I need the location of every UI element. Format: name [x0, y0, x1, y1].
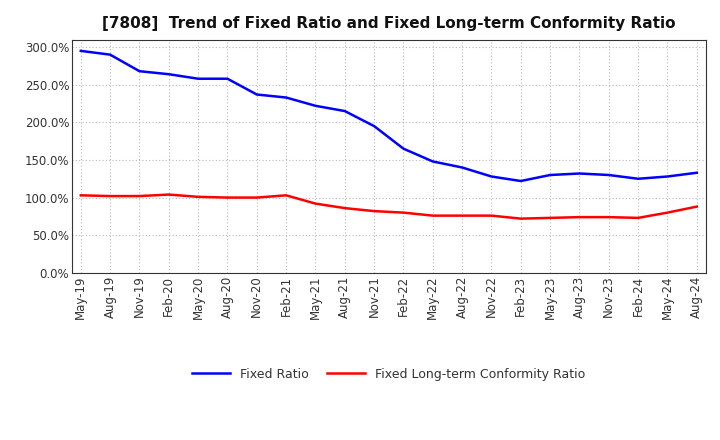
Fixed Long-term Conformity Ratio	[399, 210, 408, 215]
Fixed Long-term Conformity Ratio	[605, 214, 613, 220]
Fixed Ratio	[370, 124, 379, 129]
Fixed Ratio	[605, 172, 613, 178]
Fixed Ratio	[76, 48, 85, 54]
Fixed Long-term Conformity Ratio	[693, 204, 701, 209]
Fixed Long-term Conformity Ratio	[223, 195, 232, 200]
Fixed Ratio	[458, 165, 467, 170]
Title: [7808]  Trend of Fixed Ratio and Fixed Long-term Conformity Ratio: [7808] Trend of Fixed Ratio and Fixed Lo…	[102, 16, 675, 32]
Fixed Long-term Conformity Ratio	[370, 209, 379, 214]
Fixed Ratio	[546, 172, 554, 178]
Line: Fixed Long-term Conformity Ratio: Fixed Long-term Conformity Ratio	[81, 194, 697, 219]
Fixed Ratio	[693, 170, 701, 176]
Fixed Ratio	[663, 174, 672, 179]
Line: Fixed Ratio: Fixed Ratio	[81, 51, 697, 181]
Fixed Long-term Conformity Ratio	[458, 213, 467, 218]
Fixed Long-term Conformity Ratio	[516, 216, 525, 221]
Fixed Ratio	[194, 76, 202, 81]
Fixed Long-term Conformity Ratio	[634, 215, 642, 220]
Fixed Ratio	[282, 95, 290, 100]
Fixed Long-term Conformity Ratio	[135, 194, 144, 199]
Fixed Long-term Conformity Ratio	[106, 194, 114, 199]
Fixed Long-term Conformity Ratio	[663, 210, 672, 215]
Legend: Fixed Ratio, Fixed Long-term Conformity Ratio: Fixed Ratio, Fixed Long-term Conformity …	[192, 368, 585, 381]
Fixed Ratio	[634, 176, 642, 181]
Fixed Long-term Conformity Ratio	[164, 192, 173, 197]
Fixed Ratio	[311, 103, 320, 108]
Fixed Ratio	[399, 146, 408, 151]
Fixed Long-term Conformity Ratio	[341, 205, 349, 211]
Fixed Ratio	[135, 69, 144, 74]
Fixed Ratio	[164, 72, 173, 77]
Fixed Long-term Conformity Ratio	[253, 195, 261, 200]
Fixed Ratio	[223, 76, 232, 81]
Fixed Long-term Conformity Ratio	[311, 201, 320, 206]
Fixed Ratio	[106, 52, 114, 57]
Fixed Long-term Conformity Ratio	[76, 193, 85, 198]
Fixed Long-term Conformity Ratio	[575, 214, 584, 220]
Fixed Ratio	[253, 92, 261, 97]
Fixed Long-term Conformity Ratio	[428, 213, 437, 218]
Fixed Ratio	[487, 174, 496, 179]
Fixed Ratio	[428, 159, 437, 164]
Fixed Ratio	[516, 178, 525, 183]
Fixed Long-term Conformity Ratio	[282, 193, 290, 198]
Fixed Long-term Conformity Ratio	[487, 213, 496, 218]
Fixed Long-term Conformity Ratio	[546, 215, 554, 220]
Fixed Ratio	[341, 108, 349, 114]
Fixed Ratio	[575, 171, 584, 176]
Fixed Long-term Conformity Ratio	[194, 194, 202, 199]
